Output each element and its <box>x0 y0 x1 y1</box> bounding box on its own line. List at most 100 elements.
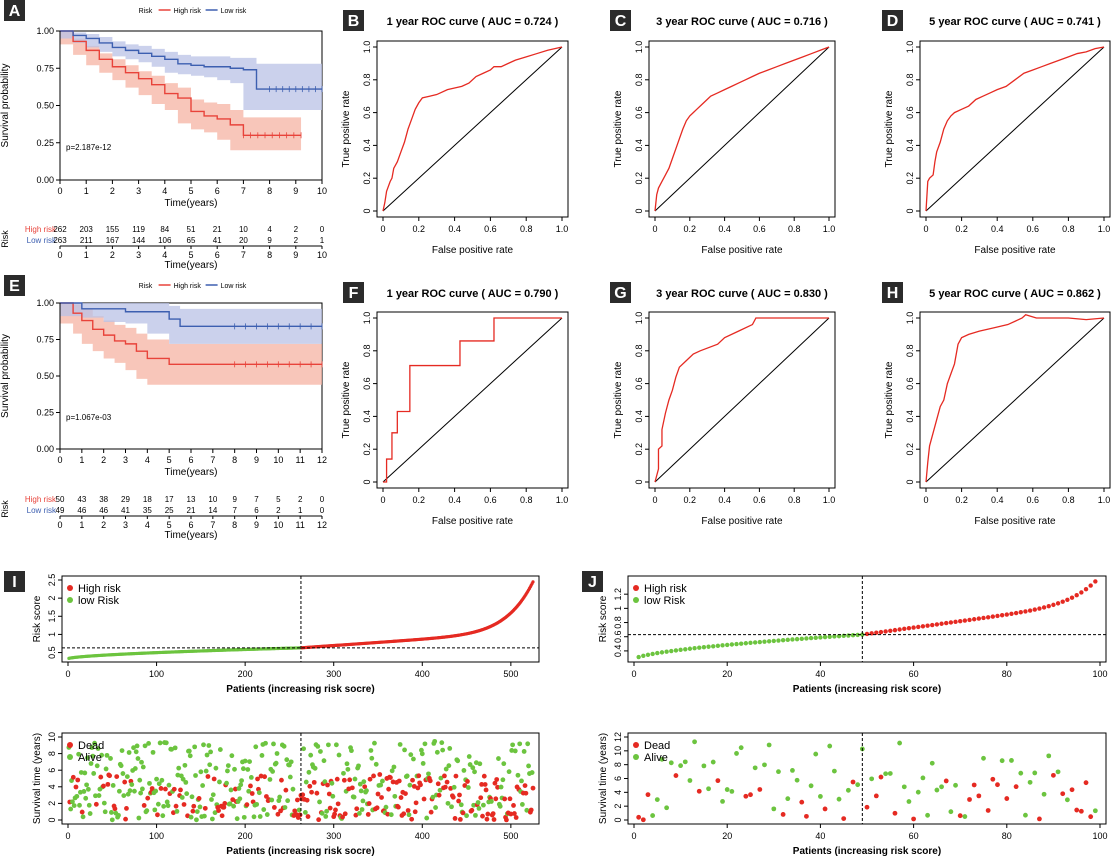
J_score-score-point <box>701 645 707 650</box>
I_time-time-point <box>93 801 99 807</box>
E-risk-tick-label: 9 <box>254 520 259 530</box>
F-badge: F <box>343 282 364 303</box>
I_time-time-point <box>277 794 283 800</box>
A-badge: A <box>4 0 25 21</box>
I_time-time-point <box>470 765 476 771</box>
J_score-score-point <box>1093 579 1098 584</box>
I_time-time-point <box>105 781 111 787</box>
G-badge-box <box>610 282 631 303</box>
I_time-time-point <box>89 745 95 750</box>
I_time-time-point <box>121 793 127 799</box>
A-risk-cell: 84 <box>160 225 169 234</box>
C-y-tick-label: 1.0 <box>634 41 644 54</box>
I_time-time-point <box>308 752 314 758</box>
J_score-score-point <box>850 633 856 638</box>
G-y-tick-label: 1.0 <box>634 312 644 325</box>
A-curve-high <box>60 30 302 136</box>
J_time-time-point <box>1018 770 1024 776</box>
I_time-time-point <box>154 776 159 782</box>
I_time-time-point <box>523 790 529 796</box>
I_time-time-point <box>146 740 152 746</box>
I_time-legend-alive-label: Alive <box>78 752 102 764</box>
J_score-score-point <box>1018 610 1023 615</box>
C-x-tick-label: 0 <box>652 224 657 234</box>
I_time-time-point <box>180 776 186 782</box>
A-x-tick-label: 2 <box>110 186 115 196</box>
A-y-tick-label: 1.00 <box>36 26 54 36</box>
D-y-tick-label: 0.6 <box>905 106 915 119</box>
E-risk-title: Risk <box>0 500 10 518</box>
I_time-time-point <box>336 752 342 758</box>
G-roc-curve <box>654 317 829 483</box>
F-diagonal <box>382 317 563 483</box>
I_time-time-point <box>183 779 189 785</box>
I_time-time-point <box>302 809 308 815</box>
I_time-legend-dead-dot <box>67 742 73 748</box>
I_time-time-point <box>156 781 162 787</box>
G-y-tick-label: 0 <box>634 479 644 484</box>
C-y-tick-label: 0.4 <box>634 139 644 152</box>
J_score-score-point <box>813 635 818 640</box>
F-x-tick-label: 0.4 <box>448 495 461 505</box>
F-x-tick-label: 0.2 <box>413 495 426 505</box>
I_time-time-point <box>248 774 254 780</box>
F-x-label: False positive rate <box>432 516 514 527</box>
D-badge: D <box>882 10 903 31</box>
I_time-time-point <box>184 791 190 797</box>
I_time-time-point <box>204 752 210 758</box>
E-risk-tick-label: 3 <box>123 520 128 530</box>
A-x-tick-label: 3 <box>136 186 141 196</box>
I_time-time-point <box>449 804 454 810</box>
A-curve-low <box>60 30 322 90</box>
E-badge: E <box>4 275 25 296</box>
D-x-tick-label: 0.4 <box>991 224 1004 234</box>
I_time-legend-alive-dot <box>67 754 73 760</box>
I_time-time-point <box>472 769 477 775</box>
C-x-tick-label: 0.6 <box>753 224 766 234</box>
I_time-y-tick-label: 6 <box>47 768 57 773</box>
J_score-score-point <box>906 626 912 631</box>
J_time-time-point <box>790 768 795 773</box>
J_score-score-point <box>981 615 986 621</box>
I_time-time-point <box>201 742 206 748</box>
J_score-score-point <box>1060 599 1065 604</box>
I_time-time-point <box>68 806 74 812</box>
A-x-tick-label: 8 <box>267 186 272 196</box>
E-risk-cell: 43 <box>77 495 86 504</box>
D-x-tick-label: 0 <box>923 224 928 234</box>
I_time-time-point <box>494 777 500 782</box>
I_time-time-point <box>194 817 199 823</box>
I_time-time-point <box>396 778 402 784</box>
I_time-time-point <box>496 756 501 761</box>
I_time-time-point <box>333 807 338 813</box>
I_time-time-point <box>319 810 325 816</box>
A-risk-cell: 119 <box>132 225 145 234</box>
J_time-time-point <box>995 782 1000 788</box>
H-x-tick-label: 0.2 <box>955 495 968 505</box>
J_score-score-point <box>1041 605 1047 610</box>
I_time-time-point <box>488 799 494 804</box>
A-risk-tick-label: 8 <box>267 250 272 260</box>
J_score-score-point <box>776 638 781 643</box>
I_time-time-point <box>301 746 306 752</box>
E-y-tick-label: 1.00 <box>36 298 54 308</box>
I_time-time-point <box>469 807 475 813</box>
E-risk-tick-label: 12 <box>317 520 327 530</box>
J_score-y-tick-label: 0.8 <box>613 616 623 629</box>
I_time-time-point <box>264 794 269 799</box>
A-risk-cell: 167 <box>106 236 120 245</box>
J_time-x-tick-label: 0 <box>631 831 636 841</box>
I_time-time-point <box>251 814 257 820</box>
I_time-time-point <box>129 782 135 788</box>
I_time-time-point <box>103 766 109 772</box>
A-y-tick-label: 0.50 <box>36 101 54 111</box>
I_score-y-tick-label: 2.5 <box>47 574 57 587</box>
I_time-time-point <box>416 773 422 779</box>
I_time-time-point <box>164 799 170 805</box>
I_time-time-point <box>206 743 212 748</box>
E-y-tick-label: 0.00 <box>36 444 54 454</box>
G-x-tick-label: 0.8 <box>788 495 801 505</box>
I_time-time-point <box>335 801 341 807</box>
A-risk-cell: 263 <box>53 236 67 245</box>
B-roc-curve <box>382 46 563 212</box>
